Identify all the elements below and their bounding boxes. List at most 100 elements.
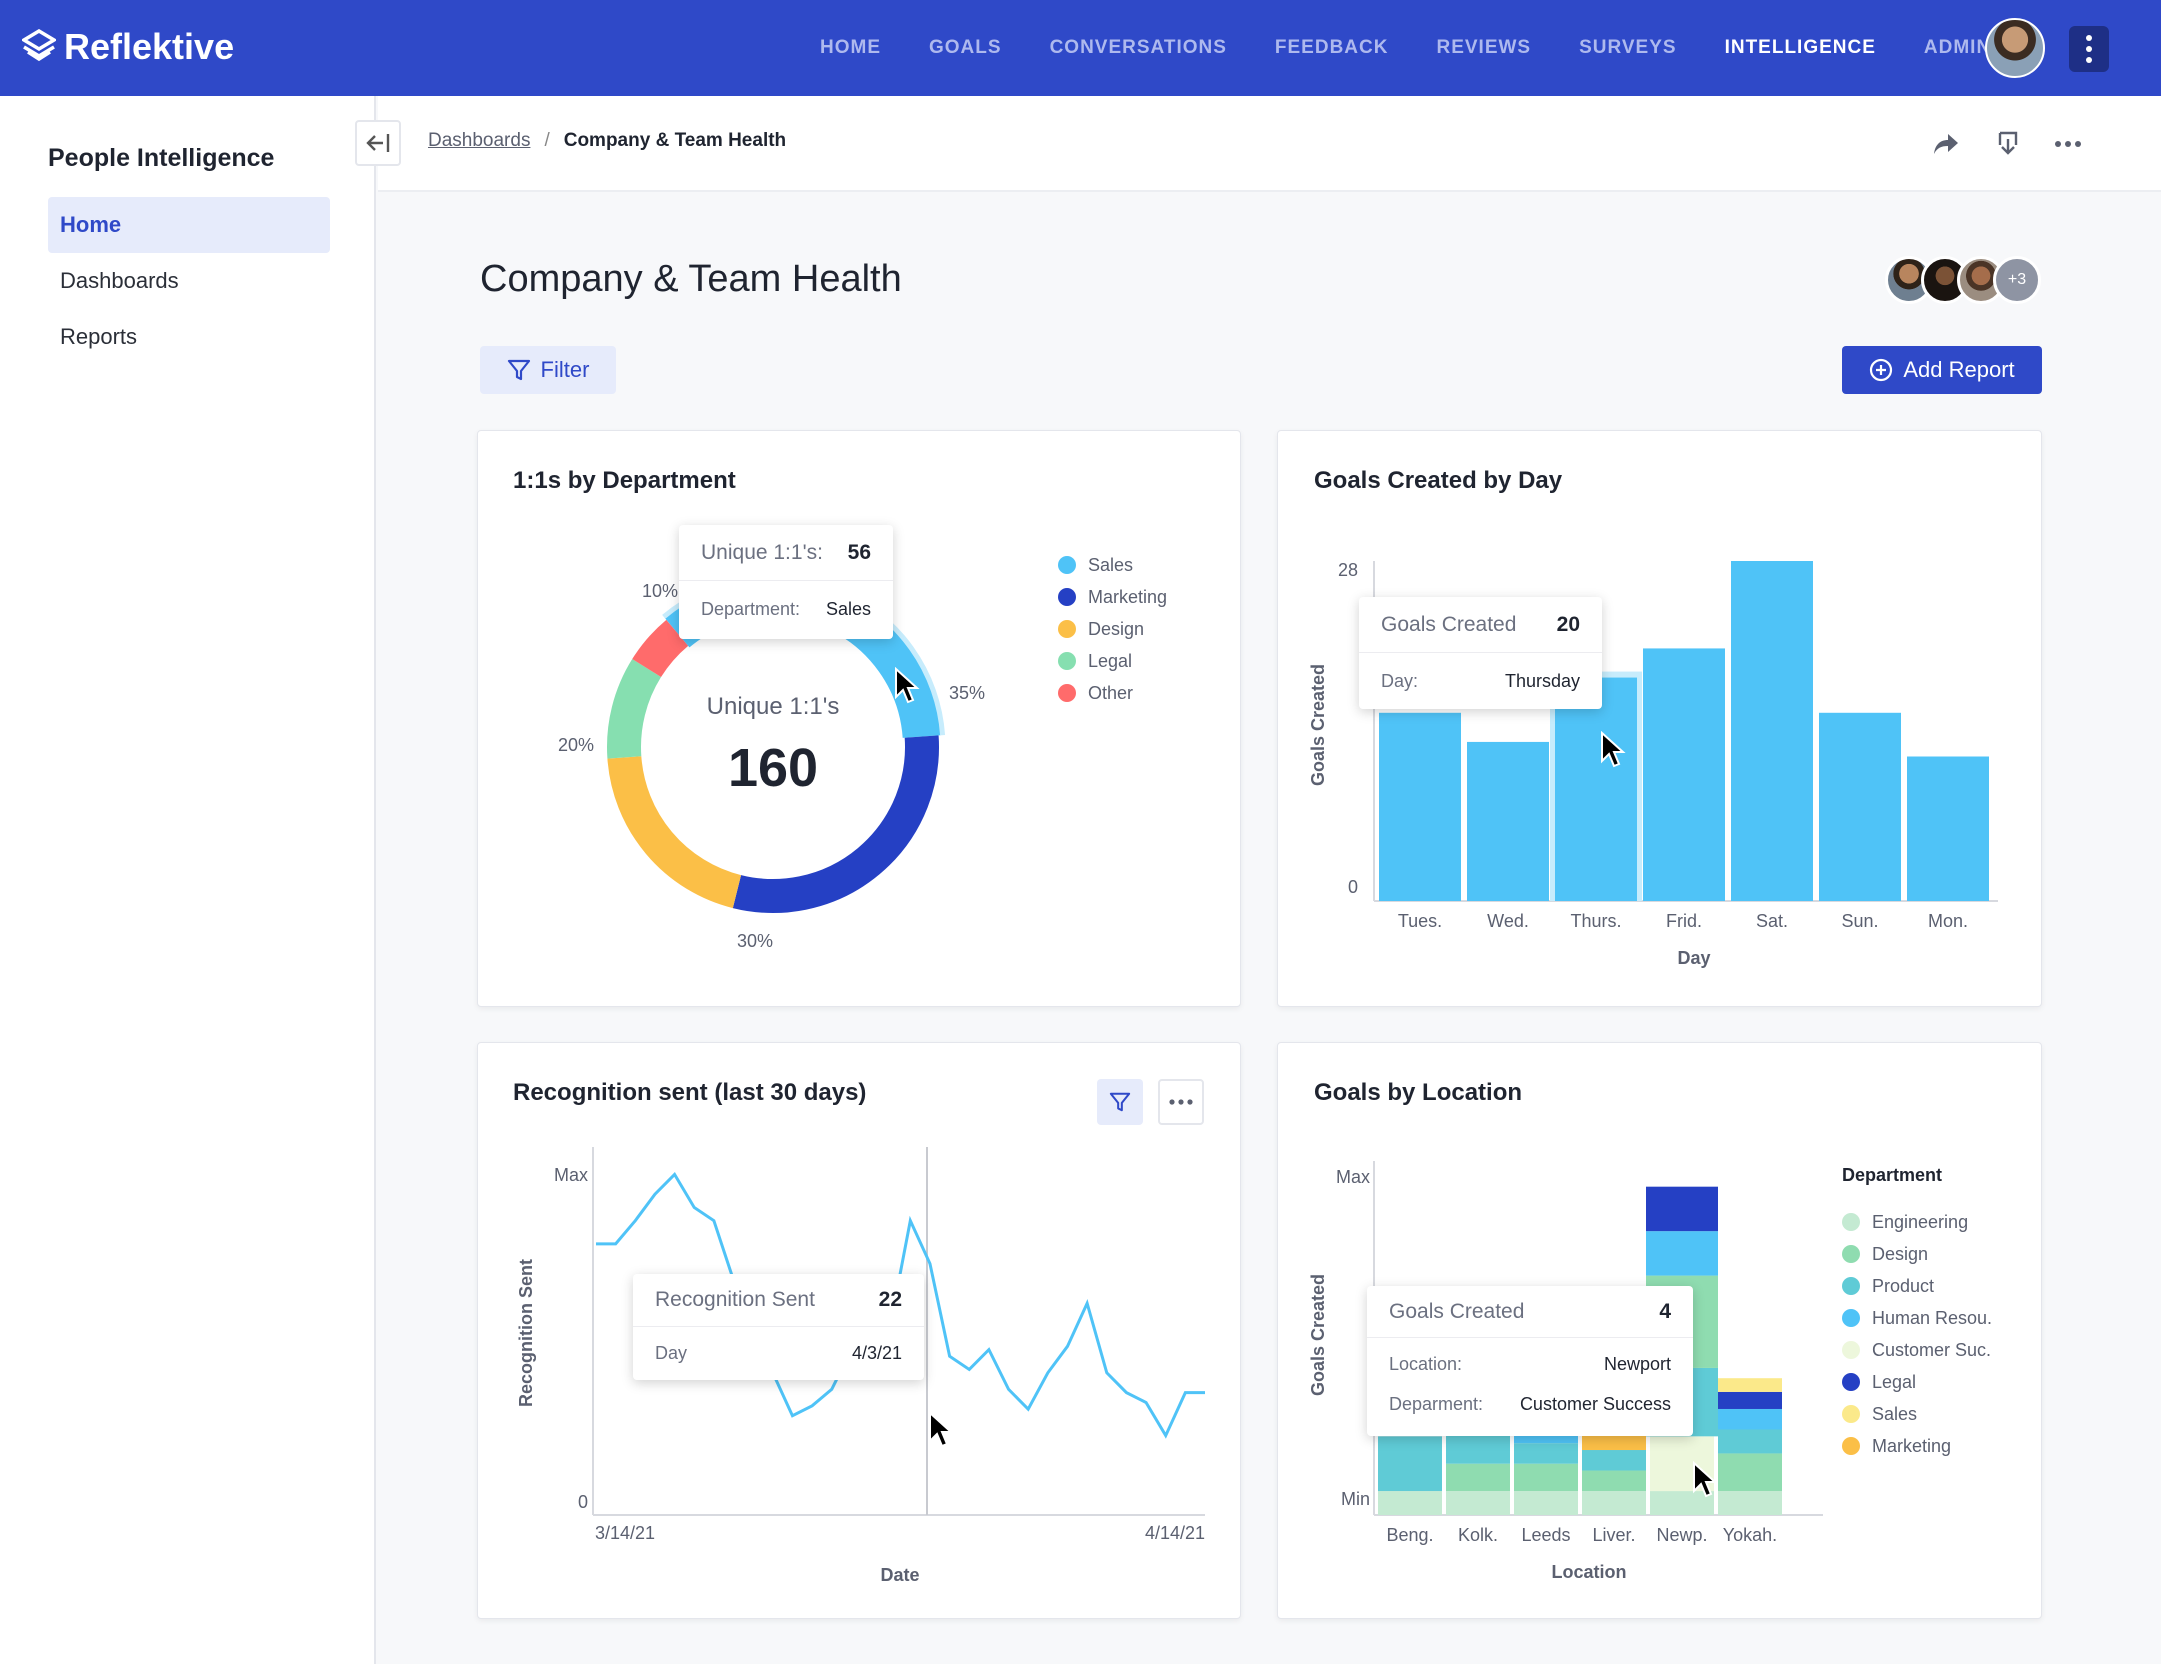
pct-label-marketing: 30% bbox=[737, 931, 774, 951]
bar bbox=[1467, 741, 1549, 901]
tooltip-day-value: 4/3/21 bbox=[851, 1343, 902, 1363]
stack-segment bbox=[1446, 1463, 1510, 1492]
collapse-sidebar-button[interactable] bbox=[355, 120, 401, 166]
tooltip-key: Goals Created bbox=[1381, 612, 1517, 636]
sidebar-item-reports[interactable]: Reports bbox=[60, 324, 138, 349]
tooltip-dept-value: Sales bbox=[825, 598, 871, 619]
nav-intelligence[interactable]: INTELLIGENCE bbox=[1724, 37, 1876, 58]
card-recognition-sent: Recognition sent (last 30 days) Max 0 3/14… bbox=[477, 1042, 1241, 1619]
tooltip-key: Unique 1:1's: bbox=[701, 540, 823, 564]
location-legend: Engineering Design Product Human Resou. Cust… bbox=[1842, 1206, 1992, 1462]
legend-swatch bbox=[1842, 1341, 1860, 1359]
mouse-cursor-icon bbox=[1693, 1461, 1718, 1498]
legend-label: Human Resou. bbox=[1872, 1307, 1993, 1328]
card-one-on-ones-by-department: 1:1s by Department Unique 1:1's 160 35% … bbox=[477, 430, 1241, 1007]
stack-segment bbox=[1446, 1491, 1510, 1515]
x-tick-label: Leeds bbox=[1521, 1525, 1570, 1545]
viewer-avatars[interactable]: +3 bbox=[1885, 256, 2041, 304]
card-goals-by-location: Goals by Location Max Min Beng. Kolk. Leeds L… bbox=[1277, 1042, 2042, 1619]
legend-item[interactable]: Sales bbox=[1842, 1398, 1992, 1430]
legend-item[interactable]: Marketing bbox=[1058, 581, 1167, 613]
page-header bbox=[378, 96, 2161, 192]
x-tick-label: Mon. bbox=[1928, 911, 1968, 931]
download-icon[interactable] bbox=[1992, 128, 2024, 160]
nav-surveys[interactable]: SURVEYS bbox=[1579, 37, 1677, 58]
legend-swatch bbox=[1058, 588, 1076, 606]
legend-item[interactable]: Design bbox=[1842, 1238, 1992, 1270]
stack-segment bbox=[1718, 1453, 1782, 1492]
legend-label: Other bbox=[1088, 682, 1134, 703]
bar bbox=[1643, 648, 1725, 901]
legend-label: Sales bbox=[1088, 554, 1134, 575]
card-filter-button[interactable] bbox=[1097, 1079, 1143, 1125]
legend-item[interactable]: Other bbox=[1058, 677, 1167, 709]
sidebar-item-dashboards[interactable]: Dashboards bbox=[60, 268, 179, 293]
legend-swatch bbox=[1058, 652, 1076, 670]
legend-swatch bbox=[1842, 1405, 1860, 1423]
x-tick-label: Sat. bbox=[1756, 911, 1788, 931]
nav-goals[interactable]: GOALS bbox=[929, 37, 1002, 58]
legend-item[interactable]: Sales bbox=[1058, 549, 1167, 581]
card-more-button[interactable] bbox=[1158, 1079, 1204, 1125]
y-tick-label: Max bbox=[554, 1165, 588, 1185]
x-tick-label: Newp. bbox=[1656, 1525, 1707, 1545]
legend-item[interactable]: Marketing bbox=[1842, 1430, 1992, 1462]
legend-item[interactable]: Engineering bbox=[1842, 1206, 1992, 1238]
stack-segment bbox=[1646, 1186, 1718, 1232]
x-tick-label: Yokah. bbox=[1723, 1525, 1777, 1545]
donut-slice-other bbox=[632, 619, 689, 678]
y-tick-label: 0 bbox=[578, 1492, 588, 1512]
share-icon[interactable] bbox=[1930, 128, 1962, 160]
nav-admin[interactable]: ADMIN bbox=[1923, 37, 1992, 58]
legend-swatch bbox=[1058, 620, 1076, 638]
tooltip-dept-key: Department: bbox=[701, 598, 801, 619]
legend-item[interactable]: Customer Suc. bbox=[1842, 1334, 1992, 1366]
y-tick-label: Min bbox=[1341, 1489, 1370, 1509]
reflektive-logo-icon bbox=[22, 29, 56, 62]
extra-viewers-count: +3 bbox=[1993, 256, 2041, 304]
legend-item[interactable]: Human Resou. bbox=[1842, 1302, 1992, 1334]
tooltip-dept-key: Deparment: bbox=[1389, 1393, 1484, 1414]
legend-label: Legal bbox=[1088, 650, 1133, 671]
mouse-cursor-icon bbox=[929, 1411, 954, 1448]
legend-item[interactable]: Design bbox=[1058, 613, 1167, 645]
main-nav: HOME GOALS CONVERSATIONS FEEDBACK REVIEW… bbox=[820, 0, 2039, 96]
legend-label: Product bbox=[1872, 1275, 1935, 1296]
donut-center-label: Unique 1:1's bbox=[706, 693, 840, 720]
donut-legend: Sales Marketing Design Legal Other bbox=[1058, 549, 1167, 709]
add-report-button[interactable]: Add Report bbox=[1842, 346, 2042, 394]
legend-label: Design bbox=[1088, 618, 1145, 639]
filter-icon bbox=[1109, 1092, 1131, 1112]
pct-label-legal: 10% bbox=[642, 581, 679, 601]
legend-swatch bbox=[1842, 1309, 1860, 1327]
x-tick-label: Frid. bbox=[1666, 911, 1702, 931]
x-tick-label: Liver. bbox=[1592, 1525, 1635, 1545]
bar bbox=[1555, 677, 1637, 901]
legend-swatch bbox=[1842, 1373, 1860, 1391]
legend-item[interactable]: Legal bbox=[1058, 645, 1167, 677]
nav-reviews[interactable]: REVIEWS bbox=[1436, 37, 1532, 58]
x-axis-label: Location bbox=[1552, 1562, 1627, 1582]
breadcrumb-current: Company & Team Health bbox=[563, 130, 787, 151]
goals-by-day-bar-chart: 28 0 Tues. Wed. Thurs. Frid. Sat. Sun. Mon. Day Go… bbox=[1308, 560, 1998, 968]
brand-logo[interactable]: Reflektive bbox=[22, 26, 234, 68]
legend-title: Department bbox=[1842, 1165, 1943, 1185]
more-options-icon[interactable] bbox=[2052, 128, 2084, 160]
legend-item[interactable]: Product bbox=[1842, 1270, 1992, 1302]
breadcrumb-separator: / bbox=[544, 130, 550, 151]
tooltip-day-key: Day: bbox=[1381, 670, 1419, 691]
legend-label: Engineering bbox=[1872, 1211, 1969, 1232]
nav-feedback[interactable]: FEEDBACK bbox=[1274, 37, 1389, 58]
nav-conversations[interactable]: CONVERSATIONS bbox=[1049, 37, 1227, 58]
filter-button[interactable]: Filter bbox=[480, 346, 616, 394]
nav-home[interactable]: HOME bbox=[820, 37, 881, 58]
legend-item[interactable]: Legal bbox=[1842, 1366, 1992, 1398]
more-menu-icon[interactable] bbox=[2069, 26, 2109, 72]
user-avatar[interactable] bbox=[1985, 18, 2045, 78]
tooltip-value: 56 bbox=[847, 540, 871, 564]
breadcrumb-dashboards-link[interactable]: Dashboards bbox=[428, 130, 531, 151]
tooltip-key: Goals Created bbox=[1389, 1299, 1525, 1323]
pct-label-design: 20% bbox=[558, 735, 595, 755]
sidebar-item-home[interactable]: Home bbox=[48, 197, 330, 253]
legend-swatch bbox=[1842, 1277, 1860, 1295]
